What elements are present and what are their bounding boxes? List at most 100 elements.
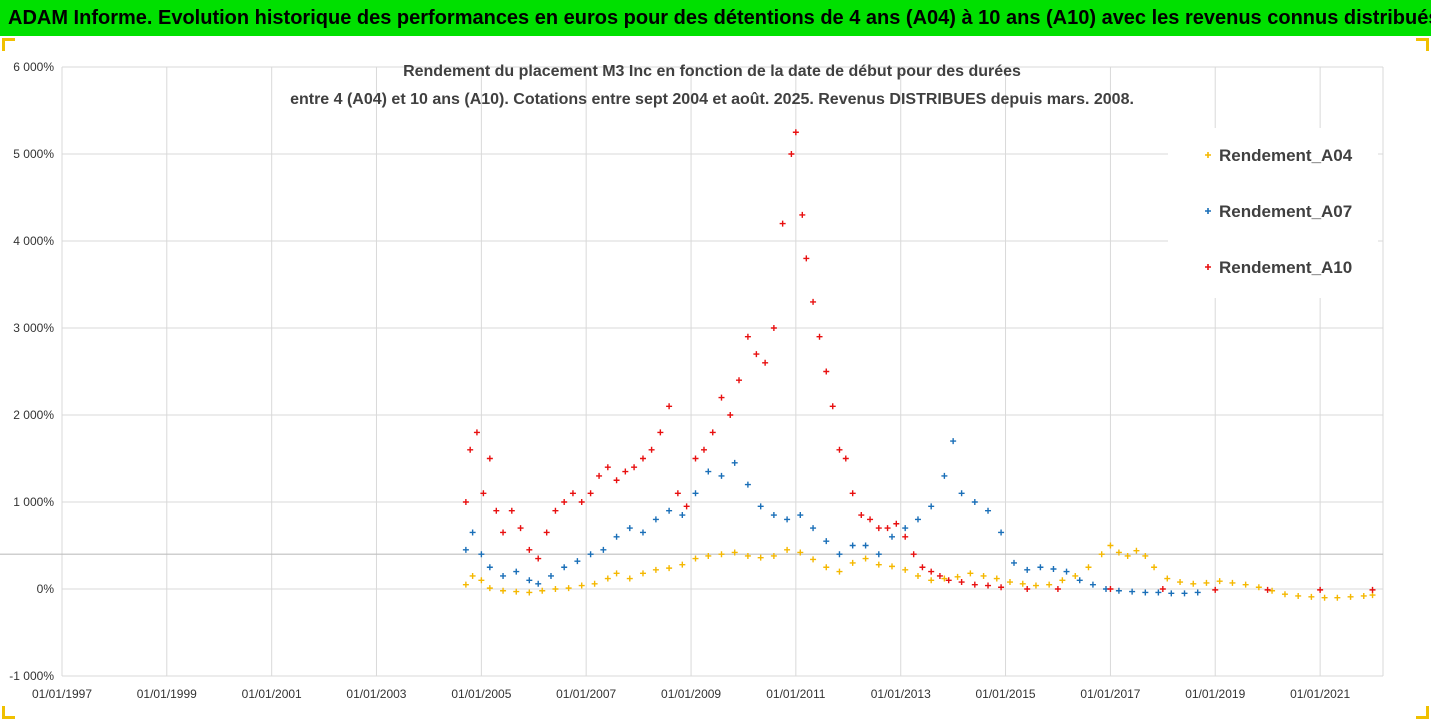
data-point — [1115, 587, 1122, 594]
data-point — [757, 554, 764, 561]
data-point — [902, 525, 909, 532]
data-point — [500, 529, 507, 536]
data-point — [692, 455, 699, 462]
data-point — [1369, 592, 1376, 599]
data-point — [998, 584, 1005, 591]
report-banner: ADAM Informe. Evolution historique des p… — [0, 0, 1431, 36]
data-point — [535, 580, 542, 587]
data-point — [792, 129, 799, 136]
corner-marker — [1416, 706, 1429, 719]
data-point — [836, 551, 843, 558]
data-point — [858, 512, 865, 519]
data-point — [526, 546, 533, 553]
data-point — [1269, 587, 1276, 594]
data-point — [849, 490, 856, 497]
data-point — [569, 490, 576, 497]
data-point — [631, 464, 638, 471]
data-point — [770, 552, 777, 559]
data-point — [736, 377, 743, 384]
data-point — [1347, 593, 1354, 600]
legend-label: Rendement_A10 — [1219, 258, 1352, 277]
data-point — [842, 455, 849, 462]
legend-marker — [1205, 152, 1211, 158]
data-point — [666, 565, 673, 572]
data-point — [731, 459, 738, 466]
data-point — [889, 563, 896, 570]
data-point — [810, 556, 817, 563]
corner-marker — [2, 706, 15, 719]
data-point — [513, 568, 520, 575]
data-point — [648, 446, 655, 453]
data-point — [600, 546, 607, 553]
data-point — [666, 403, 673, 410]
data-point — [478, 551, 485, 558]
data-point — [692, 490, 699, 497]
data-point — [561, 499, 568, 505]
data-point — [500, 572, 507, 579]
y-tick-label: -1 000% — [9, 669, 54, 683]
y-tick-label: 0% — [37, 582, 55, 596]
data-point — [486, 455, 493, 462]
data-point — [902, 533, 909, 540]
data-point — [1264, 586, 1271, 593]
data-point — [679, 512, 686, 519]
data-point — [1032, 582, 1039, 589]
data-point — [936, 572, 943, 579]
data-point — [657, 429, 664, 436]
data-point — [941, 575, 948, 582]
data-point — [709, 429, 716, 436]
y-tick-label: 6 000% — [13, 60, 54, 74]
legend-label: Rendement_A07 — [1219, 202, 1352, 221]
data-point — [914, 516, 921, 523]
data-point — [478, 577, 485, 584]
data-point — [945, 577, 952, 584]
data-point — [679, 561, 686, 568]
data-point — [1295, 592, 1302, 599]
data-point — [1181, 590, 1188, 597]
data-points — [462, 129, 1376, 601]
data-point — [770, 512, 777, 519]
data-point — [958, 490, 965, 497]
data-point — [1177, 579, 1184, 586]
y-tick-label: 1 000% — [13, 495, 54, 509]
data-point — [526, 577, 533, 584]
x-tick-label: 01/01/2017 — [1080, 687, 1140, 701]
data-point — [1037, 564, 1044, 571]
data-point — [462, 499, 469, 505]
data-point — [744, 552, 751, 559]
data-point — [1203, 579, 1210, 586]
banner-text: ADAM Informe. Evolution historique des p… — [8, 7, 1431, 29]
data-point — [823, 368, 830, 375]
data-point — [1360, 592, 1367, 599]
data-point — [552, 507, 559, 514]
data-point — [980, 572, 987, 579]
data-point — [1076, 577, 1083, 584]
data-point — [875, 551, 882, 558]
chart-title-line2: entre 4 (A04) et 10 ans (A10). Cotations… — [290, 91, 1134, 108]
data-point — [1369, 586, 1376, 593]
y-tick-label: 4 000% — [13, 234, 54, 248]
data-point — [718, 472, 725, 479]
data-point — [919, 564, 926, 571]
data-point — [862, 542, 869, 549]
corner-marker — [2, 38, 15, 51]
data-point — [829, 403, 836, 410]
data-point — [967, 570, 974, 577]
data-point — [626, 525, 633, 532]
data-point — [469, 572, 476, 579]
data-point — [1133, 547, 1140, 554]
data-point — [462, 546, 469, 553]
data-point — [849, 559, 856, 566]
data-point — [1212, 586, 1219, 593]
data-point — [622, 468, 629, 475]
data-point — [958, 579, 965, 586]
legend: Rendement_A04 Rendement_A07 Rendement_A10 — [1168, 128, 1378, 298]
data-point — [1019, 580, 1026, 587]
data-point — [639, 455, 646, 462]
data-point — [1085, 564, 1092, 571]
x-tick-label: 01/01/2013 — [871, 687, 931, 701]
x-tick-label: 01/01/1997 — [32, 687, 92, 701]
data-point — [757, 503, 764, 510]
x-tick-label: 01/01/2005 — [451, 687, 511, 701]
